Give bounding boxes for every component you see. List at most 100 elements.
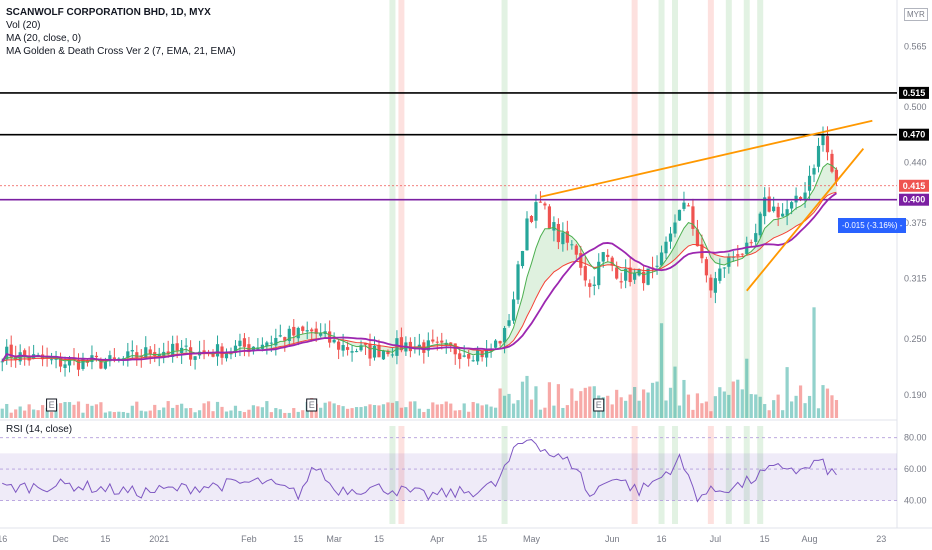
candle-body-149 (668, 233, 673, 242)
time-tick-1: Dec (53, 534, 70, 544)
candle-body-125 (561, 232, 565, 245)
candle-body-179 (803, 192, 807, 201)
candle-body-28 (126, 351, 130, 358)
volume-bar-74 (332, 403, 336, 418)
volume-bar-162 (727, 394, 731, 418)
volume-bar-42 (189, 408, 193, 418)
symbol-title: SCANWOLF CORPORATION BHD, 1D, MYX (6, 7, 211, 18)
volume-bar-178 (798, 385, 803, 418)
volume-bar-186 (834, 400, 839, 418)
candle-body-98 (440, 340, 444, 343)
signal-band-8 (743, 0, 750, 418)
candle-body-39 (175, 343, 179, 351)
volume-bar-95 (426, 408, 430, 418)
volume-bar-167 (749, 394, 753, 418)
volume-bar-112 (502, 395, 507, 418)
candle-body-10 (45, 357, 49, 359)
candle-body-124 (556, 223, 560, 243)
volume-bar-111 (498, 388, 502, 418)
volume-bar-170 (763, 404, 767, 418)
volume-bar-155 (695, 393, 700, 418)
volume-bar-114 (511, 403, 516, 418)
volume-bar-136 (610, 404, 614, 418)
candle-body-134 (601, 252, 605, 262)
candle-body-115 (516, 264, 520, 300)
volume-bar-118 (529, 399, 534, 418)
level-tag-support (899, 193, 929, 206)
volume-bar-51 (229, 410, 233, 418)
candle-body-111 (498, 341, 502, 344)
candle-body-59 (265, 342, 269, 347)
volume-bar-125 (561, 407, 565, 418)
volume-bar-18 (81, 412, 85, 418)
volume-bar-156 (700, 403, 704, 418)
candle-body-171 (767, 196, 771, 212)
volume-bar-11 (49, 412, 54, 418)
candle-body-2 (9, 344, 13, 359)
ma20-line (1, 192, 837, 362)
volume-bar-99 (444, 401, 448, 418)
volume-bar-30 (135, 401, 139, 418)
ema-fast-line (1, 162, 837, 363)
volume-bar-71 (319, 407, 323, 418)
candle-body-79 (354, 351, 359, 353)
signal-band-3 (631, 0, 638, 418)
time-tick-5: 15 (293, 534, 303, 544)
candle-body-80 (359, 345, 363, 351)
signal-band-2 (501, 0, 508, 418)
candle-body-183 (821, 134, 825, 146)
volume-bar-161 (722, 391, 726, 418)
candle-body-155 (695, 229, 700, 247)
candle-body-87 (390, 354, 395, 356)
rsi-tick-0: 80.00 (904, 433, 927, 443)
candle-body-33 (148, 349, 152, 355)
volume-bar-61 (274, 408, 278, 418)
candle-body-25 (112, 357, 116, 360)
volume-bar-145 (650, 382, 655, 418)
volume-bar-9 (41, 405, 45, 418)
volume-bar-175 (785, 367, 789, 418)
time-tick-15: Aug (802, 534, 818, 544)
candle-body-47 (211, 353, 215, 357)
volume-bar-92 (413, 401, 417, 418)
time-tick-10: May (523, 534, 541, 544)
candle-body-185 (830, 153, 834, 172)
volume-bar-98 (440, 404, 444, 418)
candle-body-172 (772, 206, 776, 212)
volume-bar-172 (772, 400, 776, 418)
candle-body-95 (426, 340, 430, 351)
signal-band-6 (707, 0, 714, 418)
signal-band-4 (658, 0, 665, 418)
time-tick-14: 15 (760, 534, 770, 544)
volume-bar-2 (9, 412, 13, 418)
candle-body-147 (659, 252, 664, 266)
volume-bar-104 (467, 411, 471, 418)
volume-bar-19 (85, 403, 90, 418)
volume-bar-127 (570, 388, 574, 418)
price-tick-6: 0.190 (904, 390, 927, 400)
time-tick-9: 15 (477, 534, 487, 544)
time-tick-16: 23 (876, 534, 886, 544)
signal-band-9 (757, 0, 764, 418)
volume-bar-80 (359, 407, 363, 418)
time-tick-11: Jun (605, 534, 620, 544)
currency-label[interactable]: MYR (904, 8, 928, 21)
volume-bar-17 (76, 401, 81, 418)
volume-bar-76 (341, 406, 345, 418)
volume-bar-147 (659, 323, 664, 418)
rsi-signal-band-5 (671, 426, 678, 524)
volume-bar-140 (628, 394, 632, 418)
candle-body-148 (664, 241, 668, 254)
volume-bar-89 (399, 407, 404, 418)
candle-body-180 (807, 175, 812, 191)
candle-body-0 (0, 361, 4, 363)
candle-body-176 (790, 202, 794, 209)
volume-bar-57 (256, 406, 260, 418)
volume-bar-176 (790, 401, 794, 418)
volume-bar-180 (807, 395, 812, 418)
volume-bar-29 (130, 405, 134, 418)
volume-bar-14 (63, 402, 67, 418)
candle-body-110 (493, 340, 498, 348)
volume-bar-47 (211, 411, 215, 418)
